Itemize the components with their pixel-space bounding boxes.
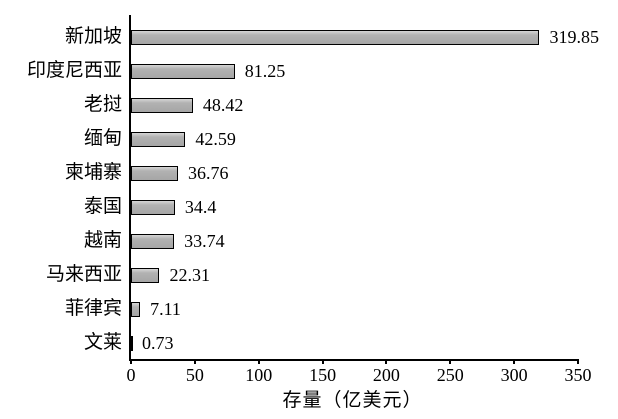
- x-axis-tick: [193, 359, 196, 364]
- plot-area: 新加坡 319.85 印度尼西亚 81.25 老挝 48.42 缅甸 42.59 柬埔寨 36.7…: [27, 15, 599, 384]
- bar: [131, 64, 235, 79]
- x-axis-tick-label: 250: [436, 365, 464, 385]
- category-label: 印度尼西亚: [26, 60, 122, 81]
- bar: [131, 132, 186, 147]
- x-axis-tick-label: 150: [309, 365, 337, 385]
- x-axis-tick-label: 0: [126, 365, 136, 385]
- bar: [131, 166, 178, 181]
- x-axis-tick: [449, 359, 452, 364]
- bar-value-label: 42.59: [195, 129, 236, 149]
- x-axis-tick-label: 50: [185, 365, 204, 385]
- bar-value-label: 48.42: [202, 95, 244, 115]
- category-label: 老挝: [83, 94, 122, 115]
- category-label: 缅甸: [83, 128, 122, 149]
- bar-value-label: 36.76: [187, 163, 229, 183]
- category-label: 越南: [83, 230, 122, 251]
- x-axis-tick: [130, 359, 132, 364]
- bar-value-label: 0.73: [142, 333, 174, 353]
- category-label: 柬埔寨: [64, 162, 122, 183]
- bar-value-label: 319.85: [549, 27, 599, 47]
- x-axis-tick-label: 300: [500, 365, 528, 385]
- x-axis-title: 存量（亿美元）: [282, 390, 423, 411]
- bar-value-label: 33.74: [184, 231, 225, 251]
- category-label: 泰国: [83, 196, 122, 217]
- x-axis-tick-label: 100: [245, 365, 273, 385]
- x-axis-tick: [385, 359, 388, 364]
- x-axis-tick: [321, 359, 324, 364]
- x-axis-tick-label: 350: [564, 365, 592, 385]
- bar: [131, 200, 175, 215]
- bar: [131, 234, 175, 249]
- bar: [131, 302, 141, 317]
- x-axis-tick: [577, 359, 579, 364]
- bar-value-label: 7.11: [150, 299, 181, 319]
- x-axis-tick: [513, 359, 516, 364]
- bar: [131, 30, 540, 45]
- bar: [131, 98, 193, 113]
- bar-value-label: 22.31: [169, 265, 210, 285]
- category-label: 文莱: [83, 332, 122, 353]
- x-axis-tick-label: 200: [372, 365, 400, 385]
- x-axis-tick: [257, 359, 260, 364]
- bar-value-label: 34.4: [184, 197, 217, 217]
- category-label: 马来西亚: [45, 264, 122, 285]
- bar-value-label: 81.25: [244, 61, 286, 81]
- bar: [131, 336, 133, 351]
- category-label: 新加坡: [64, 26, 122, 47]
- bar: [131, 268, 160, 283]
- category-label: 菲律宾: [64, 298, 122, 319]
